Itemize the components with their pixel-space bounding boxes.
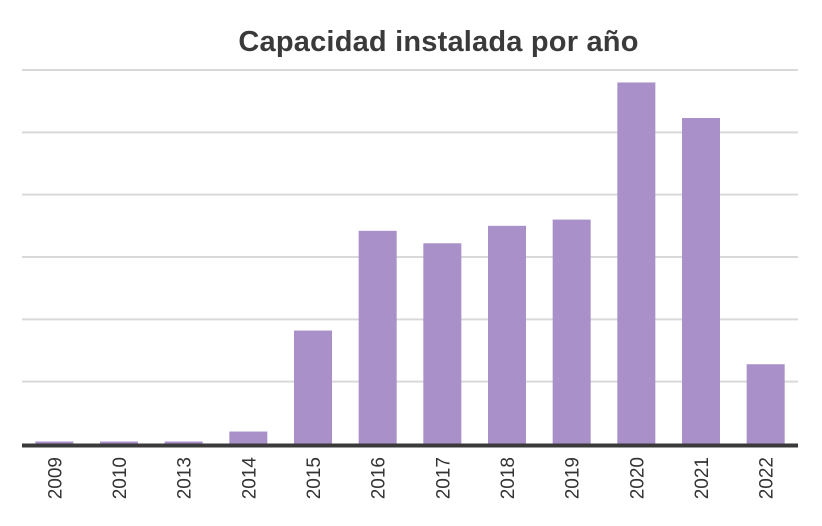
x-tick-labels: 2009 2010 2013 2014 2015 2016 2017 2018 2019 2020…	[45, 457, 777, 500]
bar-2019	[552, 219, 591, 444]
x-tick-label-2019: 2019	[563, 457, 584, 499]
bar-2014	[229, 431, 268, 444]
chart-title: Capacidad instalada por año	[238, 26, 639, 58]
x-tick-label-2020: 2020	[627, 457, 648, 499]
x-tick-label-2022: 2022	[757, 457, 778, 499]
x-tick-label-2018: 2018	[498, 457, 519, 499]
bar-2010	[100, 441, 138, 444]
bar-2009	[35, 441, 74, 444]
x-tick-label-2016: 2016	[369, 457, 390, 499]
x-tick-label-2021: 2021	[692, 457, 713, 499]
bar-2022	[746, 364, 785, 444]
x-tick-label-2013: 2013	[175, 457, 196, 499]
bar-2020	[617, 82, 656, 444]
x-tick-label-2015: 2015	[304, 457, 325, 499]
bar-2016	[358, 230, 397, 444]
bar-2021	[682, 117, 720, 444]
x-tick-label-2010: 2010	[110, 457, 131, 499]
bar-2017	[423, 243, 462, 444]
gridlines	[22, 69, 798, 383]
bar-2015	[294, 330, 332, 444]
x-tick-label-2009: 2009	[45, 457, 66, 499]
bars	[35, 82, 785, 444]
x-tick-label-2014: 2014	[239, 457, 260, 500]
bar-2018	[488, 225, 526, 444]
bar-2013	[164, 441, 203, 444]
x-tick-label-2017: 2017	[433, 457, 454, 499]
